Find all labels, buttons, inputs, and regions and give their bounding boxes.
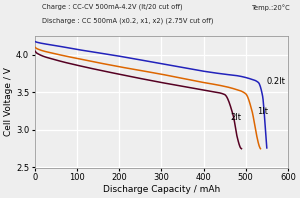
Text: Temp.:20°C: Temp.:20°C [252, 4, 291, 11]
X-axis label: Discharge Capacity / mAh: Discharge Capacity / mAh [103, 185, 220, 194]
Text: Charge : CC-CV 500mA-4.2V (It/20 cut off): Charge : CC-CV 500mA-4.2V (It/20 cut off… [42, 4, 183, 10]
Y-axis label: Cell Voltage / V: Cell Voltage / V [4, 67, 13, 136]
Text: 0.2It: 0.2It [266, 77, 285, 86]
Text: 1It: 1It [257, 107, 268, 116]
Text: Discharge : CC 500mA (x0.2, x1, x2) (2.75V cut off): Discharge : CC 500mA (x0.2, x1, x2) (2.7… [42, 18, 214, 24]
Text: 2It: 2It [230, 113, 241, 122]
